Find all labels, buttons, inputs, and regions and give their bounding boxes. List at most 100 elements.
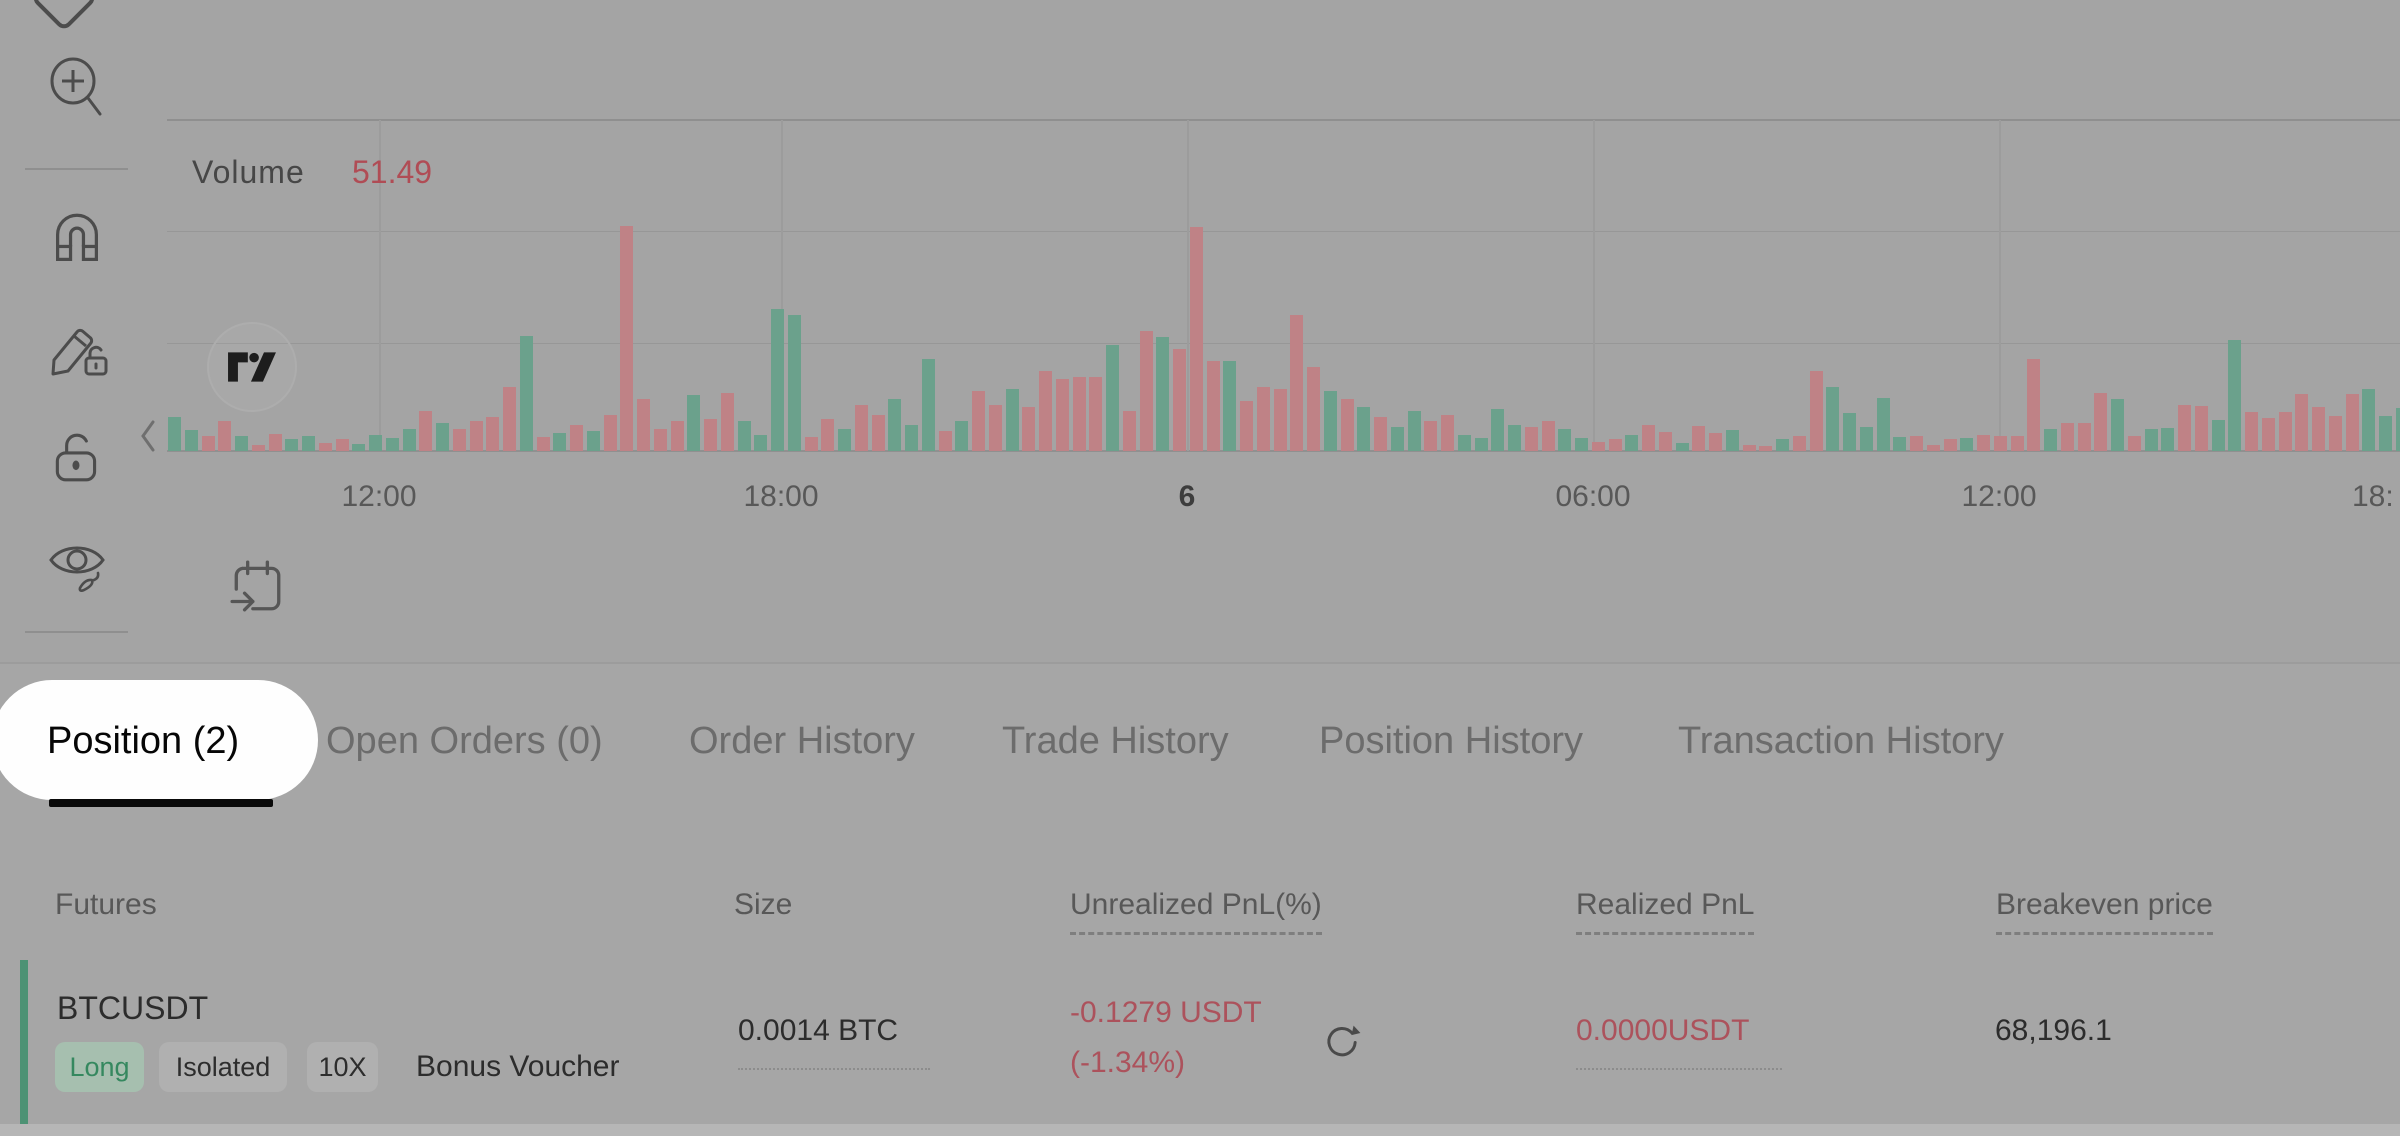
volume-bar (637, 399, 650, 451)
volume-bar (1943, 439, 1957, 451)
breakeven-value: 68,196.1 (1995, 1014, 2112, 1047)
tab-position-history[interactable]: Position History (1319, 720, 1583, 762)
volume-bar (1256, 387, 1270, 451)
volume-bar (570, 425, 583, 451)
volume-bar (1240, 401, 1253, 451)
volume-bar (737, 421, 751, 451)
position-side-accent (20, 960, 28, 1126)
realized-pnl-value: 0.0000USDT (1576, 1014, 1750, 1047)
volume-bar (2245, 412, 2258, 451)
active-tab-underline (49, 799, 273, 807)
tab-trade-history[interactable]: Trade History (1002, 720, 1229, 762)
volume-bar (1022, 407, 1036, 451)
volume-bar (486, 417, 500, 451)
volume-bar (1893, 437, 1907, 451)
unlock-icon (55, 433, 97, 482)
volume-bar (1926, 445, 1940, 451)
volume-bar (838, 429, 851, 451)
volume-bar (1223, 361, 1237, 451)
volume-bar (1541, 421, 1555, 451)
refresh-pnl-button[interactable] (1322, 1022, 1362, 1067)
volume-bar (1910, 436, 1923, 451)
col-futures: Futures (55, 888, 157, 921)
volume-bar (1993, 436, 2007, 451)
volume-bar (201, 436, 215, 451)
leverage-badge: 10X (307, 1042, 378, 1092)
volume-bar (1441, 415, 1454, 451)
hide-drawings-tool[interactable] (46, 536, 108, 600)
volume-bar (2044, 429, 2057, 451)
volume-bar (1340, 399, 1354, 451)
col-unrealized-pnl[interactable]: Unrealized PnL(%) (1070, 888, 1322, 935)
collapse-pane-chevron[interactable] (138, 418, 158, 459)
volume-bar (1776, 439, 1789, 451)
tag-tool-icon[interactable] (30, 0, 98, 32)
volume-bar (620, 226, 634, 451)
volume-bar (285, 439, 299, 451)
volume-bar (1809, 371, 1823, 451)
gridline-v5 (1999, 120, 2001, 451)
drawing-lock-tool[interactable] (46, 318, 108, 382)
size-underline (738, 1068, 930, 1070)
tab-position[interactable]: Position (2) (47, 720, 240, 762)
lock-all-tool[interactable] (46, 424, 108, 488)
toolbar-divider-2 (25, 631, 128, 633)
volume-bar (553, 433, 567, 451)
volume-bar (335, 439, 349, 451)
volume-bar (503, 387, 516, 451)
volume-bar (1156, 337, 1170, 451)
volume-bar (1290, 315, 1304, 451)
chart-pane: Volume 51.49 12:00 18:00 6 06:00 12:00 1… (25, 0, 2400, 633)
volume-bar (318, 443, 332, 451)
tab-transaction-history[interactable]: Transaction History (1678, 720, 2004, 762)
position-size: 0.0014 BTC (738, 1014, 899, 1047)
volume-bar (771, 309, 784, 451)
volume-bar (1122, 411, 1136, 451)
go-to-date-button[interactable] (228, 558, 286, 621)
volume-bar (2211, 420, 2225, 451)
volume-bar (251, 445, 265, 451)
volume-bar (988, 405, 1002, 451)
gridline-v1 (379, 120, 381, 451)
volume-bar (1675, 443, 1689, 451)
gridline-h2 (167, 343, 2400, 344)
volume-baseline (167, 450, 2400, 452)
volume-bar (2345, 394, 2359, 451)
pane-separator[interactable] (167, 119, 2400, 121)
magnet-tool[interactable] (46, 208, 108, 272)
volume-bar (1474, 438, 1488, 451)
volume-bar (1575, 438, 1588, 451)
volume-bar (2010, 436, 2024, 451)
volume-bar (268, 434, 282, 451)
tab-order-history[interactable]: Order History (689, 720, 915, 762)
pencil-lock-icon (51, 328, 108, 376)
volume-bar (1508, 425, 1521, 451)
zoom-in-tool[interactable] (46, 56, 108, 120)
volume-bar (1424, 421, 1438, 451)
volume-bar (1106, 345, 1119, 451)
volume-bar (972, 391, 985, 451)
volume-bar (385, 438, 399, 451)
tab-open-orders[interactable]: Open Orders (0) (326, 720, 603, 762)
volume-bar (369, 435, 382, 451)
bonus-voucher-label[interactable]: Bonus Voucher (416, 1050, 620, 1083)
volume-bar (1323, 391, 1337, 451)
volume-bar (854, 405, 868, 451)
col-breakeven[interactable]: Breakeven price (1996, 888, 2213, 935)
margin-mode-badge: Isolated (159, 1042, 287, 1092)
next-row-edge (0, 1124, 2400, 1136)
volume-bar (2194, 406, 2208, 451)
volume-bar (1072, 377, 1086, 451)
volume-bar (2178, 405, 2191, 451)
volume-bar (1625, 435, 1639, 451)
time-label-4: 12:00 (1961, 480, 2037, 513)
col-realized-pnl[interactable]: Realized PnL (1576, 888, 1755, 935)
tradingview-logo[interactable] (207, 322, 297, 412)
volume-bar (2395, 408, 2400, 451)
volume-bar (1524, 427, 1538, 451)
volume-bar (1692, 426, 1706, 451)
time-label-2: 6 (1178, 480, 1196, 513)
volume-bar (235, 436, 248, 451)
volume-bar (2379, 416, 2392, 451)
position-symbol[interactable]: BTCUSDT (57, 990, 209, 1026)
